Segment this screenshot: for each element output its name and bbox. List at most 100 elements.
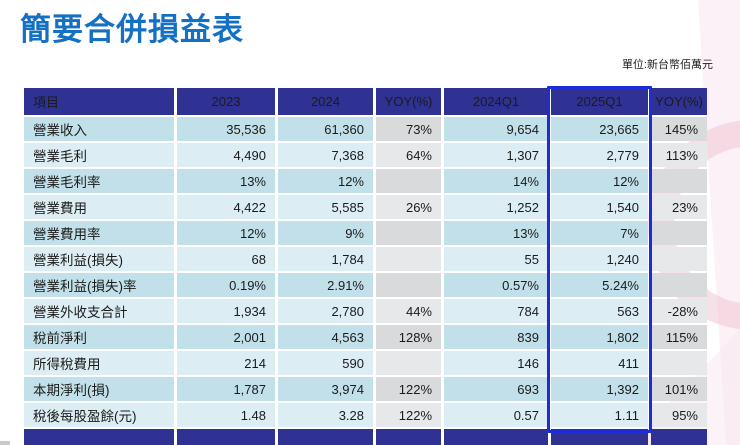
cell: 5.24% xyxy=(551,273,648,297)
table-row: 營業毛利 4,490 7,368 64% 1,307 2,779 113% xyxy=(24,143,707,167)
page-title: 簡要合併損益表 xyxy=(20,12,244,47)
cell: 4,490 xyxy=(177,143,275,167)
row-label: 營業費用率 xyxy=(24,221,174,245)
cell: 1,540 xyxy=(551,195,648,219)
cell: 101% xyxy=(651,377,707,401)
row-label: 營業收入 xyxy=(24,117,174,141)
cell xyxy=(651,273,707,297)
footer-cell xyxy=(551,429,648,445)
cell: 7,368 xyxy=(278,143,373,167)
column-header: YOY(%) xyxy=(376,88,441,115)
row-label: 本期淨利(損) xyxy=(24,377,174,401)
cell: 839 xyxy=(444,325,548,349)
cell: 0.57 xyxy=(444,403,548,427)
cell: 115% xyxy=(651,325,707,349)
cell: 73% xyxy=(376,117,441,141)
row-label: 所得稅費用 xyxy=(24,351,174,375)
cell: 563 xyxy=(551,299,648,323)
column-header: YOY(%) xyxy=(651,88,707,115)
table-body: 營業收入 35,536 61,360 73% 9,654 23,665 145% 營業毛利 4,… xyxy=(24,117,707,427)
row-label: 營業利益(損失) xyxy=(24,247,174,271)
cell: 1,392 xyxy=(551,377,648,401)
row-label: 營業毛利率 xyxy=(24,169,174,193)
cell xyxy=(651,351,707,375)
cell: 145% xyxy=(651,117,707,141)
footer-row xyxy=(24,429,707,445)
cell: 693 xyxy=(444,377,548,401)
cell: 1.48 xyxy=(177,403,275,427)
table-row: 營業費用 4,422 5,585 26% 1,252 1,540 23% xyxy=(24,195,707,219)
cell: 64% xyxy=(376,143,441,167)
header-row: 項目 2023 2024 YOY(%) 2024Q1 2025Q1 YOY(%) xyxy=(24,88,707,115)
cell: 214 xyxy=(177,351,275,375)
cell xyxy=(376,169,441,193)
cell: 146 xyxy=(444,351,548,375)
row-label: 營業外收支合計 xyxy=(24,299,174,323)
cell: 1,252 xyxy=(444,195,548,219)
footer-cell xyxy=(24,429,174,445)
row-label: 稅前淨利 xyxy=(24,325,174,349)
cell: 7% xyxy=(551,221,648,245)
cell: 1,787 xyxy=(177,377,275,401)
cell: 1,240 xyxy=(551,247,648,271)
footer-cell xyxy=(278,429,373,445)
cell: -28% xyxy=(651,299,707,323)
cell xyxy=(651,169,707,193)
cell: 9% xyxy=(278,221,373,245)
footer-cell xyxy=(376,429,441,445)
row-label: 營業費用 xyxy=(24,195,174,219)
table-row: 營業外收支合計 1,934 2,780 44% 784 563 -28% xyxy=(24,299,707,323)
cell xyxy=(376,221,441,245)
cell: 784 xyxy=(444,299,548,323)
cell: 122% xyxy=(376,403,441,427)
cell: 3.28 xyxy=(278,403,373,427)
cell: 13% xyxy=(177,169,275,193)
table-row: 稅後每股盈餘(元) 1.48 3.28 122% 0.57 1.11 95% xyxy=(24,403,707,427)
cell: 26% xyxy=(376,195,441,219)
table-row: 營業利益(損失) 68 1,784 55 1,240 xyxy=(24,247,707,271)
footer-cell xyxy=(177,429,275,445)
column-header: 2024 xyxy=(278,88,373,115)
table-row: 營業收入 35,536 61,360 73% 9,654 23,665 145% xyxy=(24,117,707,141)
cell: 95% xyxy=(651,403,707,427)
cell: 13% xyxy=(444,221,548,245)
cell: 4,422 xyxy=(177,195,275,219)
cell: 61,360 xyxy=(278,117,373,141)
cell: 23% xyxy=(651,195,707,219)
cell: 14% xyxy=(444,169,548,193)
income-statement-table: 項目 2023 2024 YOY(%) 2024Q1 2025Q1 YOY(%) 營業收入 3… xyxy=(21,86,710,445)
cell: 122% xyxy=(376,377,441,401)
cell: 411 xyxy=(551,351,648,375)
table-row: 營業費用率 12% 9% 13% 7% xyxy=(24,221,707,245)
row-label: 營業利益(損失)率 xyxy=(24,273,174,297)
cell: 2,001 xyxy=(177,325,275,349)
column-header: 項目 xyxy=(24,88,174,115)
table-row: 稅前淨利 2,001 4,563 128% 839 1,802 115% xyxy=(24,325,707,349)
cell: 590 xyxy=(278,351,373,375)
column-header: 2025Q1 xyxy=(551,88,648,115)
cell: 128% xyxy=(376,325,441,349)
cell: 1,784 xyxy=(278,247,373,271)
cell xyxy=(651,221,707,245)
cell: 44% xyxy=(376,299,441,323)
cell: 35,536 xyxy=(177,117,275,141)
footer-cell xyxy=(651,429,707,445)
column-header: 2023 xyxy=(177,88,275,115)
cell: 2.91% xyxy=(278,273,373,297)
cell: 12% xyxy=(278,169,373,193)
cell: 0.57% xyxy=(444,273,548,297)
cell: 68 xyxy=(177,247,275,271)
cell: 3,974 xyxy=(278,377,373,401)
unit-note: 單位:新台幣佰萬元 xyxy=(621,59,713,71)
cell: 0.19% xyxy=(177,273,275,297)
cell: 55 xyxy=(444,247,548,271)
cell xyxy=(376,351,441,375)
cell: 12% xyxy=(551,169,648,193)
cell: 9,654 xyxy=(444,117,548,141)
table-row: 營業毛利率 13% 12% 14% 12% xyxy=(24,169,707,193)
cell: 1,802 xyxy=(551,325,648,349)
cell: 5,585 xyxy=(278,195,373,219)
cell: 2,780 xyxy=(278,299,373,323)
cell: 1,307 xyxy=(444,143,548,167)
